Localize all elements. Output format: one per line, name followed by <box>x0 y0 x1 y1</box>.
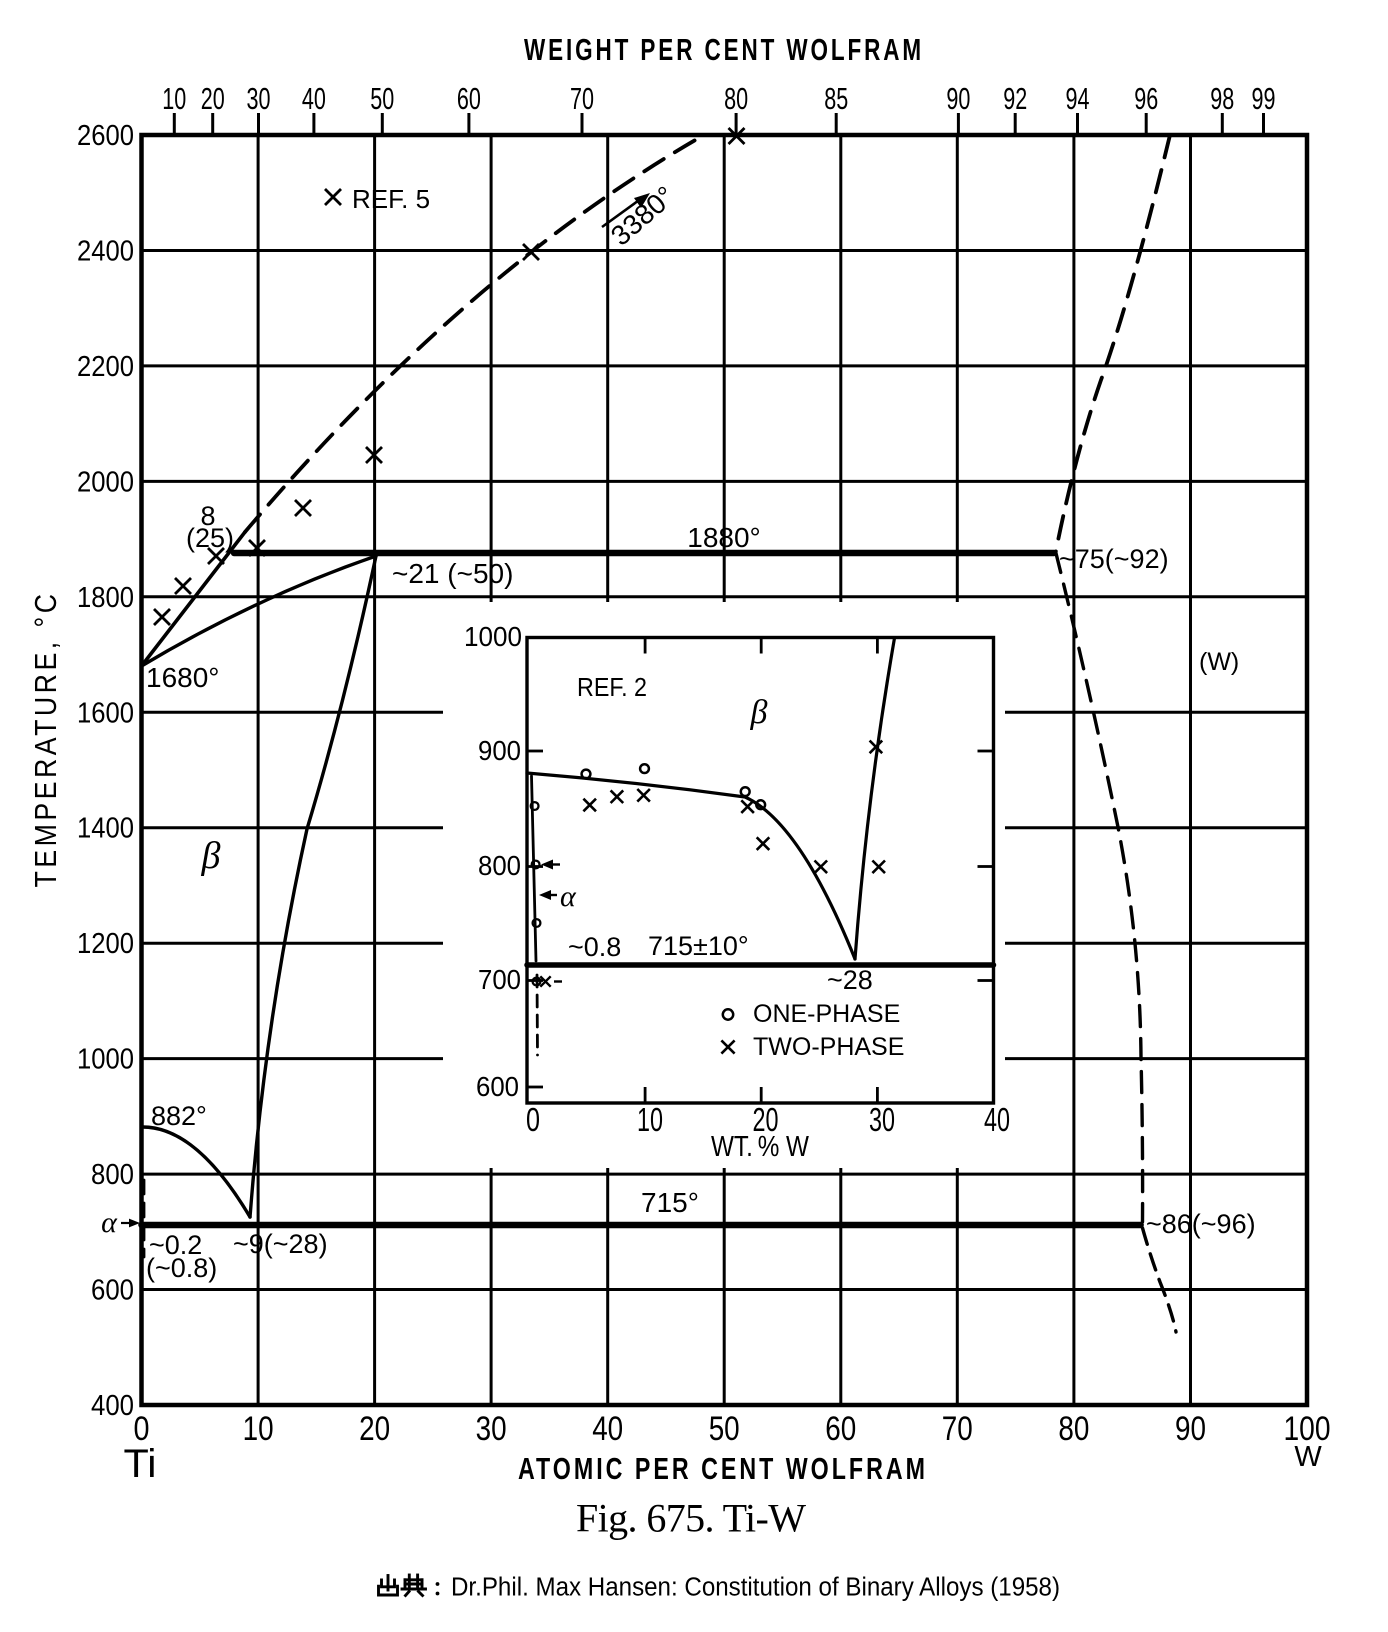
svg-text:400: 400 <box>91 1390 134 1422</box>
svg-text:20: 20 <box>753 1101 779 1138</box>
svg-text:α: α <box>560 880 577 913</box>
svg-text:0: 0 <box>134 1410 150 1448</box>
svg-text:40: 40 <box>984 1101 1010 1138</box>
svg-text:715±10°: 715±10° <box>648 931 749 961</box>
svg-text:600: 600 <box>476 1071 519 1102</box>
svg-text:90: 90 <box>1175 1410 1206 1448</box>
svg-text:2000: 2000 <box>77 466 134 498</box>
svg-text:β: β <box>201 835 221 877</box>
svg-text:ONE-PHASE: ONE-PHASE <box>753 1000 900 1028</box>
svg-text:20: 20 <box>359 1410 390 1448</box>
svg-text:600: 600 <box>91 1275 134 1307</box>
svg-text:94: 94 <box>1066 81 1090 116</box>
svg-text:~21 (~50): ~21 (~50) <box>392 558 513 589</box>
svg-text:800: 800 <box>91 1159 134 1191</box>
svg-text:2600: 2600 <box>77 120 134 152</box>
svg-text:800: 800 <box>478 850 521 881</box>
svg-text:~0.2: ~0.2 <box>149 1230 202 1260</box>
svg-text:92: 92 <box>1003 81 1027 116</box>
svg-text:ATOMIC PER CENT WOLFRAM: ATOMIC PER CENT WOLFRAM <box>518 1451 928 1486</box>
svg-text:20: 20 <box>201 81 225 116</box>
svg-text:(25): (25) <box>186 523 234 553</box>
svg-text:~28: ~28 <box>827 965 873 995</box>
svg-text:1800: 1800 <box>77 582 134 614</box>
svg-text:1880°: 1880° <box>687 522 761 553</box>
svg-text:1000: 1000 <box>464 621 522 652</box>
svg-text:900: 900 <box>478 735 521 766</box>
svg-text:WEIGHT PER CENT WOLFRAM: WEIGHT PER CENT WOLFRAM <box>524 32 924 67</box>
svg-text:REF. 2: REF. 2 <box>577 672 647 702</box>
svg-text:96: 96 <box>1134 81 1158 116</box>
svg-text:0: 0 <box>526 1101 540 1138</box>
svg-text:40: 40 <box>592 1410 623 1448</box>
svg-text:TEMPERATURE, °C: TEMPERATURE, °C <box>28 591 63 888</box>
svg-text:~86(~96): ~86(~96) <box>1146 1209 1256 1239</box>
svg-text:β: β <box>750 694 768 731</box>
svg-text:1400: 1400 <box>77 813 134 845</box>
svg-text:70: 70 <box>570 81 594 116</box>
svg-text:1200: 1200 <box>77 928 134 960</box>
svg-text:30: 30 <box>476 1410 507 1448</box>
svg-text:90: 90 <box>946 81 970 116</box>
svg-text:1680°: 1680° <box>146 662 220 693</box>
svg-text:30: 30 <box>247 81 271 116</box>
svg-text:~75(~92): ~75(~92) <box>1059 544 1169 574</box>
svg-text:8: 8 <box>200 501 215 531</box>
svg-text:715°: 715° <box>641 1187 699 1218</box>
svg-text:WT. % W: WT. % W <box>711 1131 810 1163</box>
svg-text:1000: 1000 <box>77 1044 134 1076</box>
svg-text:Ti: Ti <box>124 1442 157 1486</box>
svg-text:85: 85 <box>824 81 848 116</box>
svg-text:2200: 2200 <box>77 351 134 383</box>
svg-text:TWO-PHASE: TWO-PHASE <box>753 1033 904 1061</box>
svg-text:60: 60 <box>825 1410 856 1448</box>
svg-text:80: 80 <box>1058 1410 1089 1448</box>
svg-text:(W): (W) <box>1199 648 1239 676</box>
svg-text:100: 100 <box>1284 1410 1331 1448</box>
svg-text:10: 10 <box>162 81 186 116</box>
svg-text:30: 30 <box>869 1101 895 1138</box>
svg-text:700: 700 <box>478 964 521 995</box>
svg-text:882°: 882° <box>151 1101 207 1131</box>
svg-text:Fig. 675. Ti-W: Fig. 675. Ti-W <box>576 1496 806 1541</box>
svg-text:80: 80 <box>724 81 748 116</box>
svg-text:~0.8: ~0.8 <box>568 932 621 962</box>
svg-text:~9(~28): ~9(~28) <box>233 1229 328 1259</box>
svg-text:50: 50 <box>370 81 394 116</box>
svg-text:40: 40 <box>302 81 326 116</box>
svg-text:60: 60 <box>457 81 481 116</box>
svg-text:10: 10 <box>243 1410 274 1448</box>
svg-text:99: 99 <box>1252 81 1276 116</box>
svg-text:(~0.8): (~0.8) <box>146 1253 217 1283</box>
svg-text:1600: 1600 <box>77 697 134 729</box>
svg-text:50: 50 <box>709 1410 740 1448</box>
svg-text:98: 98 <box>1210 81 1234 116</box>
svg-text:Dr.Phil. Max Hansen: Constitut: Dr.Phil. Max Hansen: Constitution of Bin… <box>451 1574 1060 1602</box>
svg-text:70: 70 <box>942 1410 973 1448</box>
svg-text:REF. 5: REF. 5 <box>352 184 430 214</box>
svg-text:2400: 2400 <box>77 236 134 268</box>
svg-text:W: W <box>1294 1441 1322 1473</box>
svg-text:10: 10 <box>637 1101 663 1138</box>
svg-text:α: α <box>101 1206 118 1239</box>
